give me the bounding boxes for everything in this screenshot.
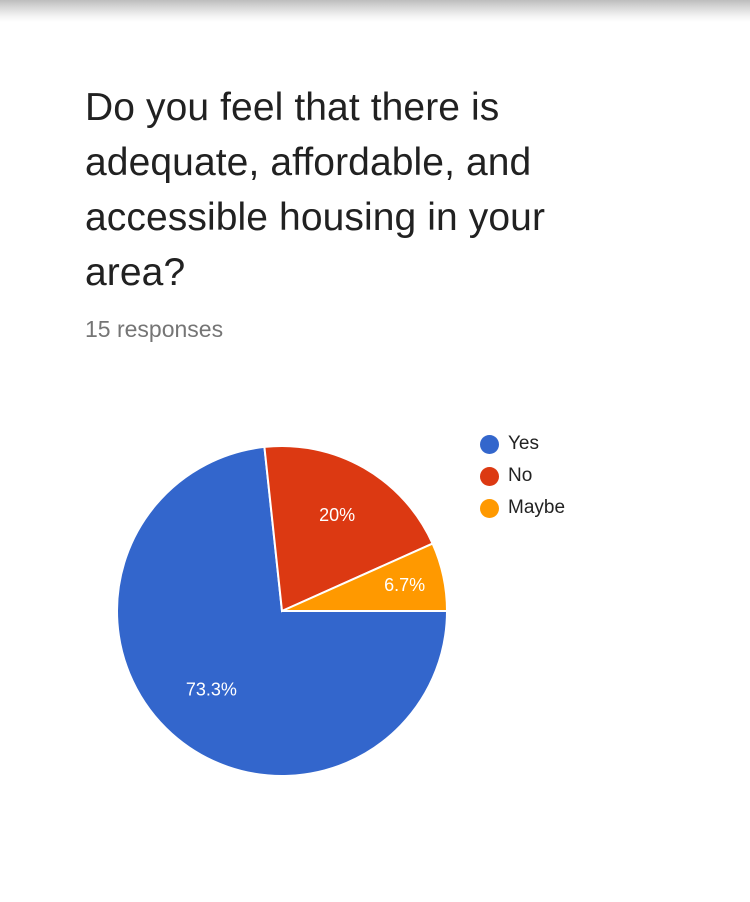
legend-item-maybe[interactable]: Maybe bbox=[480, 492, 565, 524]
legend-swatch-yes bbox=[480, 434, 499, 454]
response-count: 15 responses bbox=[85, 316, 224, 342]
top-shadow bbox=[0, 0, 750, 22]
slice-label-no: 20% bbox=[319, 505, 355, 525]
question-title: Do you feel that there is adequate, affo… bbox=[85, 86, 546, 294]
pie-labels: 73.3% 20% 6.7% bbox=[186, 505, 425, 700]
legend-label-no: No bbox=[508, 465, 533, 486]
pie-slices bbox=[116, 445, 449, 777]
legend-item-yes[interactable]: Yes bbox=[480, 428, 565, 460]
slice-label-yes: 73.3% bbox=[186, 680, 237, 700]
slice-label-maybe: 6.7% bbox=[384, 575, 425, 595]
pie-slice-maybe[interactable] bbox=[281, 542, 449, 612]
legend-item-no[interactable]: No bbox=[480, 460, 565, 492]
legend-label-maybe: Maybe bbox=[508, 497, 566, 518]
pie-slice-no[interactable] bbox=[263, 445, 434, 613]
chart-legend: Yes No Maybe bbox=[480, 428, 565, 524]
legend-swatch-maybe bbox=[480, 498, 499, 518]
legend-label-yes: Yes bbox=[508, 433, 539, 454]
legend-swatch-no bbox=[480, 466, 499, 486]
